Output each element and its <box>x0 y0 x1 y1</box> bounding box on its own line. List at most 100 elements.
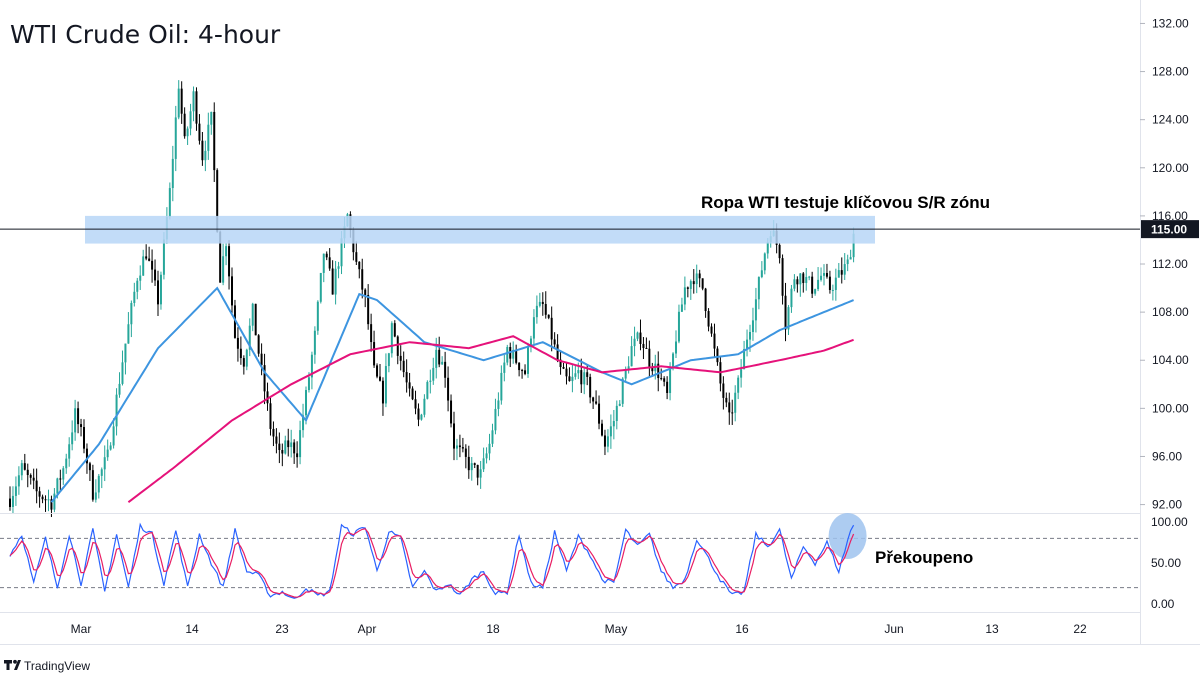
candle-body <box>751 320 754 333</box>
candle-body <box>553 339 556 345</box>
candle-body <box>201 140 204 161</box>
candle-body <box>254 303 257 336</box>
candle-body <box>663 378 666 382</box>
candle-body <box>444 361 447 378</box>
candle-body <box>370 324 373 343</box>
candle-body <box>420 414 423 420</box>
tradingview-logo-icon <box>4 659 21 670</box>
candle-body <box>846 259 849 265</box>
time-tick-label: 14 <box>185 622 199 636</box>
candle-body <box>50 499 53 510</box>
candle-body <box>683 287 686 305</box>
time-tick-label: May <box>605 622 628 636</box>
candle-body <box>556 344 559 360</box>
candle-body <box>734 392 737 413</box>
overbought-highlight <box>828 513 867 559</box>
candle-body <box>488 443 491 454</box>
candle-body <box>248 325 251 350</box>
candle-body <box>609 426 612 437</box>
candle-body <box>532 317 535 339</box>
candle-body <box>236 337 239 349</box>
candle-body <box>834 277 837 290</box>
candle-body <box>65 458 68 469</box>
candle-body <box>85 448 88 464</box>
candle-body <box>115 394 118 427</box>
candle-body <box>808 276 811 278</box>
candle-body <box>455 445 458 449</box>
candle-body <box>233 305 236 338</box>
candle-body <box>529 338 532 347</box>
candle-body <box>692 281 695 285</box>
candle-body <box>337 266 340 269</box>
candle-body <box>580 370 583 385</box>
candle-body <box>358 261 361 270</box>
candle-body <box>174 117 177 159</box>
candle-body <box>157 280 159 305</box>
candle-body <box>367 294 370 325</box>
candle-body <box>331 268 334 295</box>
candle-body <box>473 463 476 465</box>
candle-body <box>823 273 825 276</box>
time-tick-label: Jun <box>884 622 903 636</box>
candle-body <box>450 400 453 424</box>
price-panel[interactable] <box>1 1 1141 515</box>
candle-body <box>136 280 139 292</box>
price-tick-label: 116.00 <box>1152 209 1188 223</box>
candle-body <box>464 448 467 457</box>
price-tick-label: 100.00 <box>1152 401 1189 415</box>
candle-body <box>716 348 719 363</box>
candle-body <box>127 324 130 344</box>
candle-body <box>293 442 296 454</box>
chart-title: WTI Crude Oil: 4-hour <box>10 20 281 49</box>
stochastic-panel[interactable] <box>0 513 1140 599</box>
candle-body <box>364 289 367 295</box>
candle-body <box>159 274 162 305</box>
candle-body <box>71 432 74 445</box>
stoch-tick-label: 0.00 <box>1151 597 1175 611</box>
sma-slow-line <box>127 335 854 503</box>
candle-body <box>544 304 547 315</box>
candle-body <box>722 383 725 398</box>
candle-body <box>633 338 636 347</box>
candle-body <box>524 370 527 374</box>
candle-body <box>820 275 823 280</box>
candle-body <box>790 288 793 308</box>
price-tick-label: 96.00 <box>1152 449 1182 463</box>
candle-body <box>100 469 103 476</box>
candle-body <box>186 128 189 137</box>
candle-body <box>710 326 713 334</box>
candle-body <box>491 430 494 444</box>
stoch-tick-label: 100.00 <box>1151 515 1188 529</box>
candle-body <box>577 370 580 374</box>
candle-body <box>154 269 157 281</box>
candle-body <box>53 493 56 510</box>
candle-body <box>207 124 210 151</box>
price-tick-label: 104.00 <box>1152 353 1189 367</box>
candle-body <box>612 421 615 427</box>
candle-body <box>781 258 784 296</box>
time-tick-label: 18 <box>486 622 500 636</box>
candle-body <box>731 412 734 414</box>
candle-body <box>784 295 787 330</box>
candle-body <box>831 289 834 291</box>
candle-body <box>571 376 574 382</box>
candle-body <box>210 111 213 125</box>
candle-body <box>272 428 275 437</box>
candle-body <box>817 279 820 290</box>
candle-body <box>151 260 154 270</box>
candle-body <box>574 373 577 377</box>
candle-body <box>565 368 568 377</box>
candle-body <box>399 355 402 361</box>
candle-body <box>698 273 701 279</box>
candle-body <box>219 231 222 283</box>
candle-body <box>242 358 245 367</box>
candle-body <box>177 88 180 118</box>
candle-body <box>118 383 121 395</box>
candle-body <box>547 314 550 318</box>
candle-body <box>290 442 293 448</box>
candle-body <box>503 362 506 373</box>
time-tick-label: Mar <box>71 622 92 636</box>
candle-body <box>429 380 432 382</box>
candle-body <box>512 349 515 359</box>
